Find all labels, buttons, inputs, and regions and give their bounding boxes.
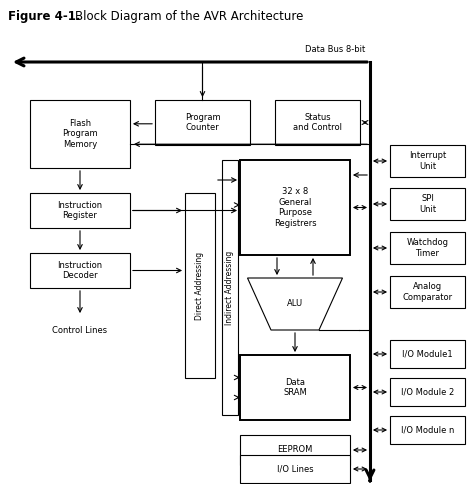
Bar [240,435,350,465]
Bar [390,188,465,220]
Text: ALU: ALU [287,300,303,308]
Polygon shape [247,278,343,330]
Text: Watchdog
Timer: Watchdog Timer [407,238,448,257]
Bar [390,340,465,368]
Text: Data
SRAM: Data SRAM [283,378,307,397]
Text: Analog
Comparator: Analog Comparator [402,282,453,302]
Text: I/O Module n: I/O Module n [401,425,454,435]
Bar [222,160,238,415]
Text: Indirect Addressing: Indirect Addressing [226,250,235,325]
Bar [275,100,360,145]
Text: Flash
Program
Memory: Flash Program Memory [62,119,98,149]
Text: 32 x 8
General
Purpose
Registrers: 32 x 8 General Purpose Registrers [273,187,316,227]
Text: I/O Module 2: I/O Module 2 [401,388,454,396]
Bar [240,355,350,420]
Text: EEPROM: EEPROM [277,445,313,454]
Text: Block Diagram of the AVR Architecture: Block Diagram of the AVR Architecture [60,10,303,23]
Bar [390,416,465,444]
Text: I/O Lines: I/O Lines [277,465,313,473]
Text: Status
and Control: Status and Control [293,113,342,132]
Text: Interrupt
Unit: Interrupt Unit [409,151,446,171]
Bar [240,160,350,255]
Bar [155,100,250,145]
Bar [30,100,130,168]
Bar [390,276,465,308]
Bar [390,145,465,177]
Text: SPI
Unit: SPI Unit [419,194,436,214]
Bar [30,193,130,228]
Text: Figure 4-1.: Figure 4-1. [8,10,81,23]
Text: I/O Module1: I/O Module1 [402,349,453,359]
Text: Program
Counter: Program Counter [185,113,220,132]
Text: Instruction
Register: Instruction Register [57,201,102,220]
Bar [30,253,130,288]
Bar [240,455,350,483]
Bar [185,193,215,378]
Bar [390,378,465,406]
Text: Instruction
Decoder: Instruction Decoder [57,261,102,280]
Text: Direct Addressing: Direct Addressing [195,251,204,319]
Text: Control Lines: Control Lines [53,326,108,335]
Text: Data Bus 8-bit: Data Bus 8-bit [305,45,365,54]
Bar [390,232,465,264]
